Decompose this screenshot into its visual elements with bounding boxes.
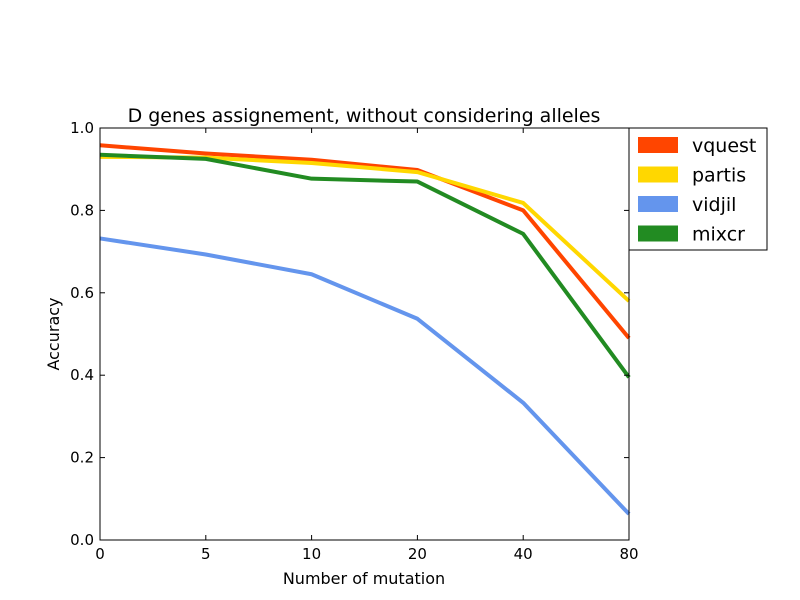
y-tick-label: 1.0 (70, 119, 94, 137)
series-line-vquest (99, 143, 631, 340)
y-axis-title: Accuracy (44, 297, 63, 370)
y-tick-label: 0.0 (70, 531, 94, 549)
plot-frame (99, 127, 630, 541)
x-tick-label: 10 (302, 545, 321, 563)
x-tick-label: 5 (201, 545, 211, 563)
legend-swatch-vidjil (638, 196, 678, 212)
legend-label-mixcr: mixcr (692, 224, 745, 246)
x-axis-title: Number of mutation (283, 569, 445, 588)
legend-swatch-partis (638, 166, 678, 183)
legend-label-vquest: vquest (692, 135, 756, 157)
legend-swatch-vquest (638, 137, 678, 153)
x-tick-label: 0 (95, 545, 105, 563)
y-tick-label: 0.8 (70, 201, 94, 219)
x-tick-label: 40 (514, 545, 533, 563)
legend-swatch-mixcr (638, 225, 678, 242)
x-tick-label: 20 (408, 545, 427, 563)
x-tick-label: 80 (619, 545, 638, 563)
y-axis-ticks: 0.0 0.2 0.4 0.6 0.8 1.0 (70, 119, 629, 549)
series-line-mixcr (99, 152, 631, 379)
y-tick-label: 0.4 (70, 366, 94, 384)
series-lines (99, 143, 631, 516)
y-tick-label: 0.6 (70, 284, 94, 302)
legend-label-vidjil: vidjil (692, 194, 736, 216)
y-tick-label: 0.2 (70, 449, 94, 467)
chart-title: D genes assignement, without considering… (128, 105, 601, 127)
legend: vquest partis vidjil mixcr (628, 127, 768, 251)
series-line-vidjil (99, 236, 631, 516)
legend-label-partis: partis (692, 165, 746, 187)
